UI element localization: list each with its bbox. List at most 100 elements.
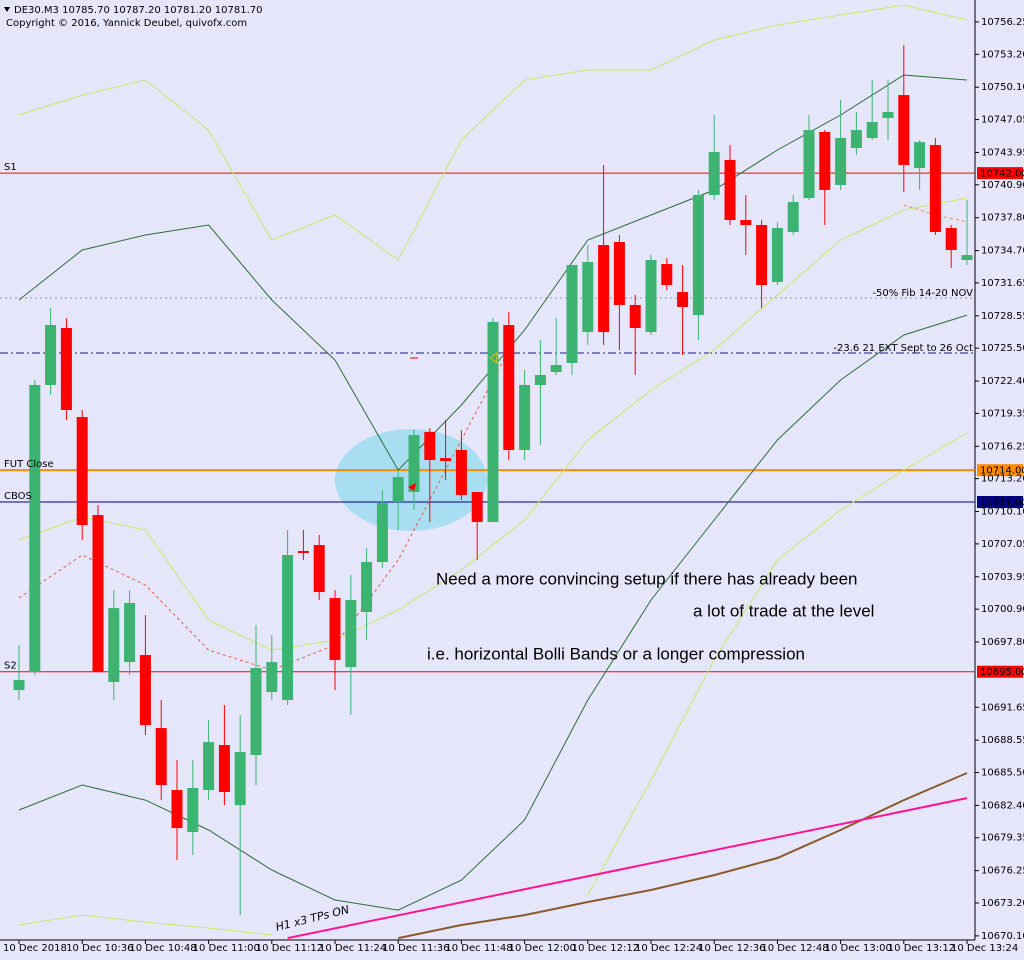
- candle-body: [266, 662, 278, 692]
- candle-body: [376, 503, 388, 563]
- y-tick-label: 10716.25: [981, 441, 1024, 452]
- candle-body: [929, 145, 941, 233]
- candle-body: [882, 112, 894, 118]
- x-tick-label: 10 Dec 11:24: [319, 943, 386, 954]
- candle-body: [503, 325, 515, 451]
- x-tick-label: 10 Dec 12:24: [635, 943, 702, 954]
- x-tick-label: 10 Dec 13:00: [825, 943, 892, 954]
- candle-body: [645, 260, 657, 333]
- candle-body: [440, 458, 452, 462]
- y-tick-label: 10740.90: [981, 180, 1024, 191]
- candle-body: [124, 602, 136, 663]
- y-tick-label: 10691.65: [981, 702, 1024, 713]
- candle-body: [677, 292, 689, 308]
- x-tick-label: 10 Dec 11:00: [193, 943, 260, 954]
- candle-body: [724, 159, 736, 221]
- y-tick-label: 10725.50: [981, 343, 1024, 354]
- y-tick-label: 10731.65: [981, 278, 1024, 289]
- candle-body: [819, 131, 831, 190]
- candle-body: [914, 142, 926, 169]
- arrow-marker: [408, 483, 416, 491]
- y-tick-label: 10703.95: [981, 572, 1024, 583]
- candle-body: [345, 600, 357, 668]
- candle-body: [961, 255, 973, 261]
- candle-body: [234, 752, 246, 806]
- y-tick-label: 10728.55: [981, 311, 1024, 322]
- candle-body: [756, 225, 768, 286]
- x-tick-label: 10 Dec 10:48: [129, 943, 196, 954]
- candle-body: [45, 325, 57, 385]
- indicator-line: [18, 432, 968, 936]
- candle-body: [471, 492, 483, 523]
- candle-body: [250, 668, 262, 755]
- chart-subtitle: Copyright © 2016, Yannick Deubel, quivof…: [6, 18, 247, 29]
- candle-body: [487, 321, 499, 523]
- level-name: S1: [4, 162, 17, 173]
- y-tick-label: 10670.10: [981, 931, 1024, 942]
- candle-body: [76, 417, 88, 526]
- candle-body: [218, 745, 230, 793]
- level-price-box: [977, 167, 1023, 180]
- candle-body: [803, 130, 815, 199]
- symbol-icon: [4, 7, 10, 12]
- y-tick-label: 10710.10: [981, 507, 1024, 518]
- candle-body: [708, 152, 720, 195]
- annotation: a lot of trade at the level: [693, 601, 874, 620]
- indicator-line: [903, 204, 968, 223]
- indicator-line: [18, 197, 968, 651]
- x-tick-label: 10 Dec 2018: [3, 943, 67, 954]
- candle-body: [13, 679, 25, 691]
- chart-title: DE30.M3 10785.70 10787.20 10781.20 10781…: [14, 5, 263, 16]
- candle-body: [550, 365, 562, 373]
- level-name: CBOS: [4, 491, 32, 502]
- candle-body: [424, 431, 436, 460]
- x-tick-label: 10 Dec 11:12: [256, 943, 323, 954]
- candle-body: [692, 194, 704, 316]
- y-tick-label: 10682.40: [981, 800, 1024, 811]
- candle-body: [297, 550, 309, 554]
- candle-body: [392, 477, 404, 502]
- triangle-marker: [489, 352, 498, 364]
- y-tick-label: 10673.20: [981, 898, 1024, 909]
- y-tick-label: 10713.20: [981, 474, 1024, 485]
- candle-body: [60, 328, 72, 411]
- candle-body: [534, 375, 546, 385]
- candle-body: [329, 597, 341, 661]
- level-name: -50% Fib 14-20 NOV: [872, 288, 973, 299]
- y-tick-label: 10700.90: [981, 604, 1024, 615]
- candle-body: [835, 138, 847, 186]
- x-tick-label: 10 Dec 12:12: [572, 943, 639, 954]
- x-tick-label: 10 Dec 12:48: [761, 943, 828, 954]
- y-tick-label: 10750.10: [981, 82, 1024, 93]
- annotation: i.e. horizontal Bolli Bands or a longer …: [427, 644, 805, 663]
- y-tick-label: 10685.50: [981, 767, 1024, 778]
- candle-body: [455, 450, 467, 495]
- y-tick-label: 10734.70: [981, 246, 1024, 257]
- candle-body: [155, 728, 167, 786]
- candle-body: [740, 220, 752, 226]
- y-tick-label: 10719.35: [981, 408, 1024, 419]
- candle-body: [629, 304, 641, 329]
- annotation: Need a more convincing setup if there ha…: [436, 569, 857, 588]
- candle-body: [92, 515, 104, 673]
- candle-body: [313, 545, 325, 593]
- level-price-label: 10695.00: [980, 667, 1024, 678]
- level-price-label: 10714.00: [980, 466, 1024, 477]
- level-price-label: 10711.00: [980, 497, 1024, 508]
- candle-body: [661, 264, 673, 286]
- level-price-label: 10742.00: [980, 169, 1024, 180]
- candle-body: [519, 384, 531, 451]
- level-name: S2: [4, 661, 17, 672]
- x-tick-label: 10 Dec 12:00: [509, 943, 576, 954]
- candle-body: [898, 95, 910, 165]
- x-tick-label: 10 Dec 13:24: [951, 943, 1018, 954]
- x-tick-label: 10 Dec 13:12: [888, 943, 955, 954]
- candle-body: [108, 608, 120, 683]
- y-tick-label: 10743.95: [981, 147, 1024, 158]
- y-tick-label: 10679.35: [981, 833, 1024, 844]
- candle-body: [582, 262, 594, 333]
- x-tick-label: 10 Dec 11:48: [445, 943, 512, 954]
- y-tick-label: 10676.25: [981, 866, 1024, 877]
- y-tick-label: 10722.40: [981, 376, 1024, 387]
